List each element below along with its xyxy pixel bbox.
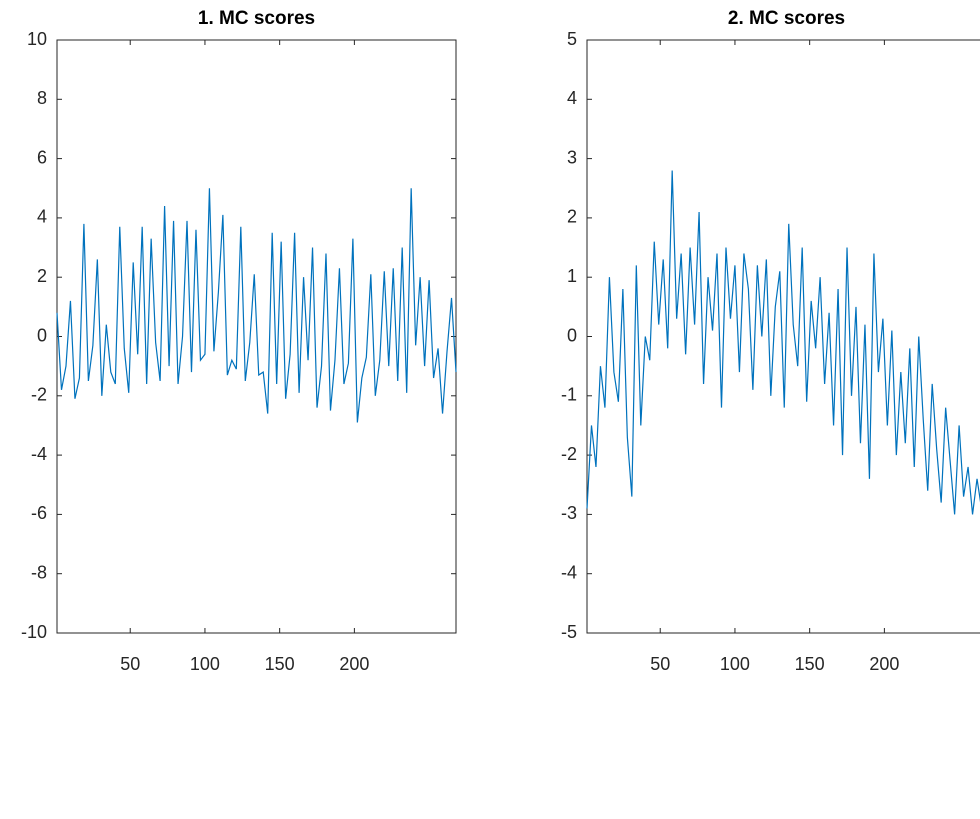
y-tick-label: 0 <box>567 325 577 345</box>
chart-title: 2. MC scores <box>728 8 845 29</box>
y-tick-label: 6 <box>37 147 47 167</box>
y-tick-label: 2 <box>37 266 47 286</box>
x-tick-label: 150 <box>265 654 295 674</box>
series-line <box>586 170 980 515</box>
axes-box <box>586 39 980 634</box>
y-tick-label: -5 <box>561 622 577 642</box>
y-tick-label: -4 <box>561 562 577 582</box>
y-tick-label: -2 <box>561 444 577 464</box>
chart-title: 1. MC scores <box>198 8 315 29</box>
x-tick-label: 50 <box>650 654 670 674</box>
y-tick-label: 4 <box>567 88 577 108</box>
y-tick-label: -8 <box>31 562 47 582</box>
y-tick-label: 8 <box>37 88 47 108</box>
y-tick-label: 4 <box>37 207 47 227</box>
x-tick-label: 100 <box>190 654 220 674</box>
y-tick-label: 0 <box>37 325 47 345</box>
y-tick-label: -1 <box>561 385 577 405</box>
y-tick-label: -2 <box>31 385 47 405</box>
y-tick-label: -6 <box>31 503 47 523</box>
y-tick-label: 1 <box>567 266 577 286</box>
x-tick-label: 200 <box>339 654 369 674</box>
y-tick-label: -4 <box>31 444 47 464</box>
x-tick-label: 50 <box>120 654 140 674</box>
series-line <box>56 188 457 423</box>
y-tick-label: 3 <box>567 147 577 167</box>
x-tick-label: 100 <box>720 654 750 674</box>
y-tick-label: 2 <box>567 207 577 227</box>
y-tick-label: 5 <box>567 29 577 49</box>
y-tick-label: -3 <box>561 503 577 523</box>
y-tick-label: -10 <box>21 622 47 642</box>
y-tick-label: 10 <box>27 29 47 49</box>
x-tick-label: 150 <box>795 654 825 674</box>
x-tick-label: 200 <box>869 654 899 674</box>
